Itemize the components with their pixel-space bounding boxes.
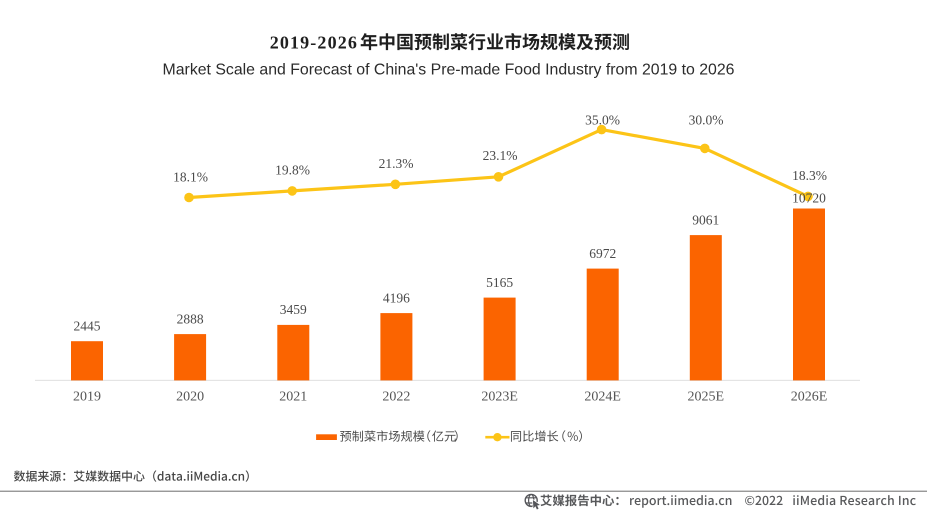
svg-text:2019-2026: 2019-2026 (270, 33, 358, 53)
svg-text:2021: 2021 (279, 390, 307, 405)
svg-text:5165: 5165 (486, 275, 513, 290)
svg-text:35.0%: 35.0% (585, 113, 620, 128)
svg-text:2023E: 2023E (481, 390, 518, 405)
svg-text:9061: 9061 (692, 212, 719, 227)
svg-text:2445: 2445 (74, 319, 101, 334)
svg-text:2022: 2022 (382, 390, 410, 405)
svg-text:2024E: 2024E (584, 390, 621, 405)
svg-text:2019: 2019 (73, 390, 101, 405)
svg-text:2026E: 2026E (791, 390, 828, 405)
svg-text:2020: 2020 (176, 390, 204, 405)
svg-text:2888: 2888 (177, 311, 204, 326)
svg-text:Market Scale and Forecast of C: Market Scale and Forecast of China's Pre… (163, 62, 735, 79)
svg-text:10720: 10720 (792, 191, 826, 206)
svg-text:2025E: 2025E (688, 390, 725, 405)
svg-text:3459: 3459 (280, 302, 307, 317)
svg-text:6972: 6972 (589, 246, 616, 261)
svg-text:30.0%: 30.0% (689, 113, 724, 128)
svg-text:19.8%: 19.8% (275, 163, 310, 178)
svg-text:21.3%: 21.3% (379, 156, 414, 171)
svg-text:4196: 4196 (383, 290, 410, 305)
svg-text:18.3%: 18.3% (792, 168, 827, 183)
svg-text:23.1%: 23.1% (483, 148, 518, 163)
svg-text:18.1%: 18.1% (173, 170, 208, 185)
